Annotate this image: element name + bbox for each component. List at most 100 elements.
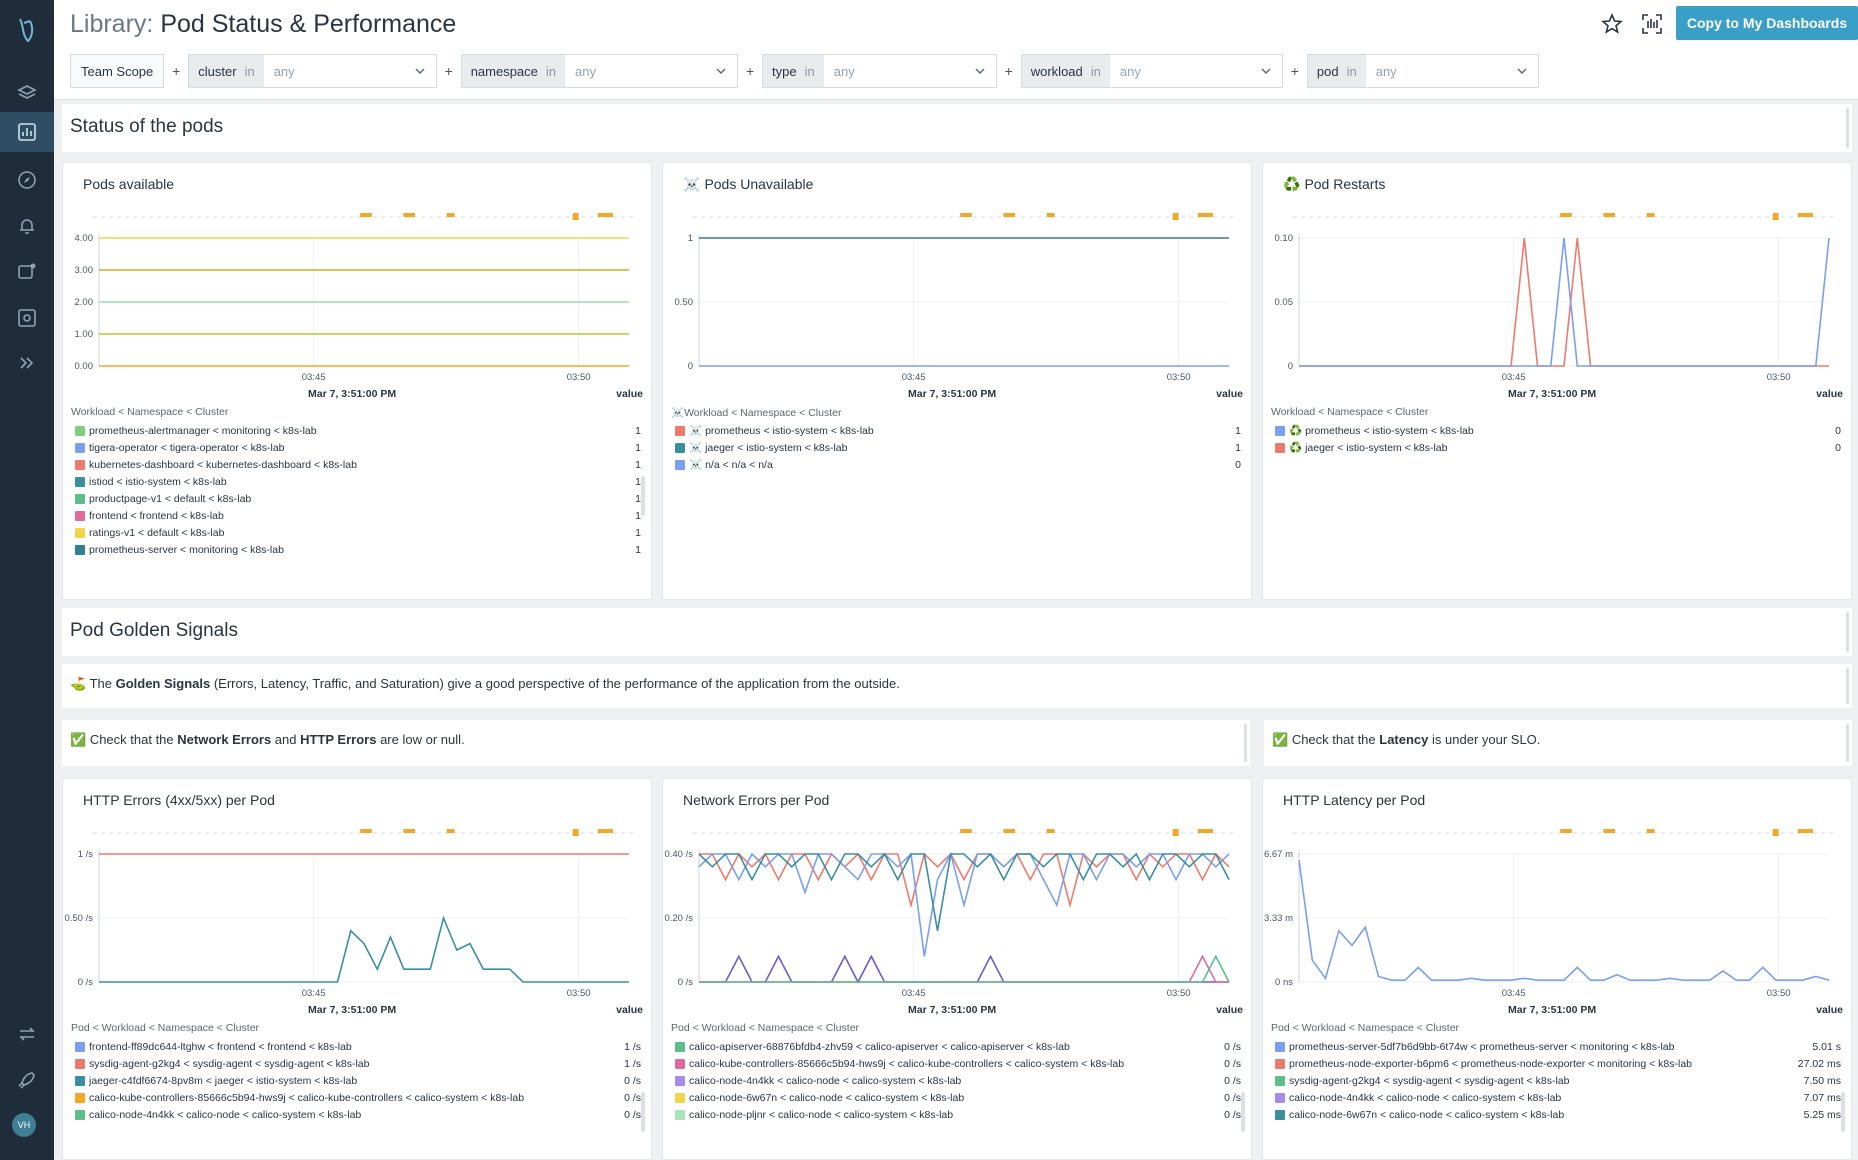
legend-value: 1 [635,509,641,522]
chart-plot[interactable]: 1 /s 0.50 /s 0 /s 03:45 03:50 [63,819,652,1019]
legend-row[interactable]: sysdig-agent-g2kg4 < sysdig-agent < sysd… [1271,1072,1843,1089]
legend-scrollbar[interactable] [641,1092,645,1132]
filter-value-select[interactable]: any [1365,55,1538,87]
legend-row[interactable]: calico-kube-controllers-85666c5b94-hws9j… [71,1089,643,1106]
app-logo-icon[interactable] [0,8,54,52]
filter-type[interactable]: type in any [762,54,997,88]
legend-row[interactable]: ☠️ n/a < n/a < n/a 0 [671,456,1243,473]
layers-icon[interactable] [0,73,54,113]
chart-legend: Workload < Namespace < Cluster prometheus… [71,406,643,558]
legend-scrollbar[interactable] [1841,1092,1845,1132]
legend-scrollbar[interactable] [641,476,645,516]
filter-value-select[interactable]: any [823,55,996,87]
event-marker [605,213,613,217]
legend-row[interactable]: ratings-v1 < default < k8s-lab 1 [71,524,643,541]
chart-plot[interactable]: 6.67 m 3.33 m 0 ns 03:45 03:50 [1263,819,1852,1019]
filter-workload[interactable]: workload in any [1020,54,1283,88]
filter-value-select[interactable]: any [1109,55,1282,87]
filter-value-select[interactable]: any [263,55,436,87]
event-marker [1205,829,1213,833]
panel-title: Pods available [83,176,174,192]
switch-product-icon[interactable] [0,1014,54,1054]
chevron-down-icon [975,68,985,74]
legend-name-text: ratings-v1 < default < k8s-lab [89,526,225,539]
rocket-icon[interactable] [0,1060,54,1100]
legend-row[interactable]: calico-node-4n4kk < calico-node < calico… [671,1072,1243,1089]
filter-pod[interactable]: pod in any [1306,54,1539,88]
chart-plot[interactable]: 4.00 3.00 2.00 1.00 0.00 03:45 03:50 [63,203,652,403]
filter-cluster[interactable]: cluster in any [188,54,437,88]
filter-namespace[interactable]: namespace in any [460,54,739,88]
legend-name-text: frontend-ff89dc644-ltghw < frontend < fr… [89,1040,352,1053]
chart-plot[interactable]: 0.10 0.05 0 03:45 03:50 [1263,203,1852,403]
chart-panel[interactable]: HTTP Latency per Pod 6.67 m 3.33 m 0 ns 03:4… [1262,778,1852,1160]
legend-swatch [675,1041,685,1052]
expand-chevrons-icon[interactable] [0,343,54,383]
user-avatar[interactable]: VH [12,1113,36,1137]
legend-row[interactable]: prometheus-node-exporter-b6pm6 < prometh… [1271,1055,1843,1072]
legend-row[interactable]: calico-apiserver-68876bfdb4-zhv59 < cali… [671,1038,1243,1055]
legend-name: sysdig-agent-g2kg4 < sysdig-agent < sysd… [89,1058,563,1070]
copy-to-dashboards-button[interactable]: Copy to My Dashboards [1676,6,1858,40]
chart-panel[interactable]: ☠️ Pods Unavailable 1 0.50 0 03:45 03:50 Mar 7,… [662,162,1252,600]
capture-icon[interactable] [0,298,54,338]
chart-plot[interactable]: 0.40 /s 0.20 /s 0 /s 03:45 03:50 [663,819,1252,1019]
scrollbar[interactable] [1244,724,1247,762]
legend-row[interactable]: calico-kube-controllers-85666c5b94-hws9j… [671,1055,1243,1072]
scrollbar[interactable] [1846,108,1849,148]
legend-row[interactable]: ☠️ prometheus < istio-system < k8s-lab 1 [671,422,1243,439]
legend-name: jaeger-c4fdf6674-8pv8m < jaeger < istio-… [89,1075,563,1087]
legend-name-text: istiod < istio-system < k8s-lab [89,475,227,488]
chart-panel[interactable]: Network Errors per Pod 0.40 /s 0.20 /s 0 /s… [662,778,1252,1160]
legend-row[interactable]: kubernetes-dashboard < kubernetes-dashbo… [71,456,643,473]
legend-row[interactable]: ♻️ prometheus < istio-system < k8s-lab 0 [1271,422,1843,439]
value-caption: value [1816,388,1843,400]
team-scope-button[interactable]: Team Scope [70,54,165,88]
chart-panel[interactable]: ♻️ Pod Restarts 0.10 0.05 0 03:45 03:50 Mar 7, … [1262,162,1852,600]
chart-panel[interactable]: Pods available 4.00 3.00 2.00 1.00 0.00 03:45 0… [62,162,652,600]
legend-row[interactable]: calico-node-pljnr < calico-node < calico… [671,1106,1243,1123]
legend-row[interactable]: frontend < frontend < k8s-lab 1 [71,507,643,524]
filter-key: workload in [1021,55,1110,87]
y-tick-label: 3.33 m [1264,913,1293,924]
scrollbar[interactable] [1846,724,1849,762]
scrollbar[interactable] [1846,612,1849,652]
legend-row[interactable]: prometheus-alertmanager < monitoring < k… [71,422,643,439]
event-marker [1607,213,1615,217]
scrollbar[interactable] [1846,668,1849,704]
alerts-bell-icon[interactable] [0,206,54,246]
event-marker [963,829,972,833]
y-tick-label: 0.10 [1275,233,1294,244]
legend-scrollbar[interactable] [1241,1092,1245,1132]
legend-row[interactable]: productpage-v1 < default < k8s-lab 1 [71,490,643,507]
chart-panel[interactable]: HTTP Errors (4xx/5xx) per Pod 1 /s 0.50 /s… [62,778,652,1160]
legend-row[interactable]: ☠️ jaeger < istio-system < k8s-lab 1 [671,439,1243,456]
legend-row[interactable]: calico-node-6w67n < calico-node < calico… [671,1089,1243,1106]
legend-row[interactable]: tigera-operator < tigera-operator < k8s-… [71,439,643,456]
chart-plot[interactable]: 1 0.50 0 03:45 03:50 [663,203,1252,403]
panel-title-text: HTTP Errors (4xx/5xx) per Pod [83,792,275,808]
legend-row[interactable]: calico-node-4n4kk < calico-node < calico… [1271,1089,1843,1106]
legend-row[interactable]: calico-node-6w67n < calico-node < calico… [1271,1106,1843,1123]
legend-row[interactable]: ♻️ jaeger < istio-system < k8s-lab 0 [1271,439,1843,456]
legend-value: 1 /s [624,1057,641,1070]
explore-compass-icon[interactable] [0,160,54,200]
legend-name-text: calico-node-pljnr < calico-node < calico… [689,1108,954,1121]
legend-header-text: Workload < Namespace < Cluster [1271,406,1429,418]
legend-row[interactable]: jaeger-c4fdf6674-8pv8m < jaeger < istio-… [71,1072,643,1089]
dashboards-icon[interactable] [0,112,54,152]
x-tick-label: 03:45 [1502,988,1526,999]
legend-row[interactable]: prometheus-server < monitoring < k8s-lab… [71,541,643,558]
legend-row[interactable]: istiod < istio-system < k8s-lab 1 [71,473,643,490]
filter-value-select[interactable]: any [565,55,738,87]
scan-icon[interactable] [1640,12,1664,36]
favorite-star-icon[interactable] [1600,12,1624,36]
panel-title-text: HTTP Latency per Pod [1283,792,1426,808]
legend-row[interactable]: calico-node-4n4kk < calico-node < calico… [71,1106,643,1123]
legend-name-text: calico-node-6w67n < calico-node < calico… [1289,1108,1565,1121]
events-icon[interactable] [0,252,54,292]
legend-swatch [1275,1058,1285,1069]
legend-row[interactable]: sysdig-agent-g2kg4 < sysdig-agent < sysd… [71,1055,643,1072]
legend-row[interactable]: frontend-ff89dc644-ltghw < frontend < fr… [71,1038,643,1055]
legend-row[interactable]: prometheus-server-5df7b6d9bb-6t74w < pro… [1271,1038,1843,1055]
